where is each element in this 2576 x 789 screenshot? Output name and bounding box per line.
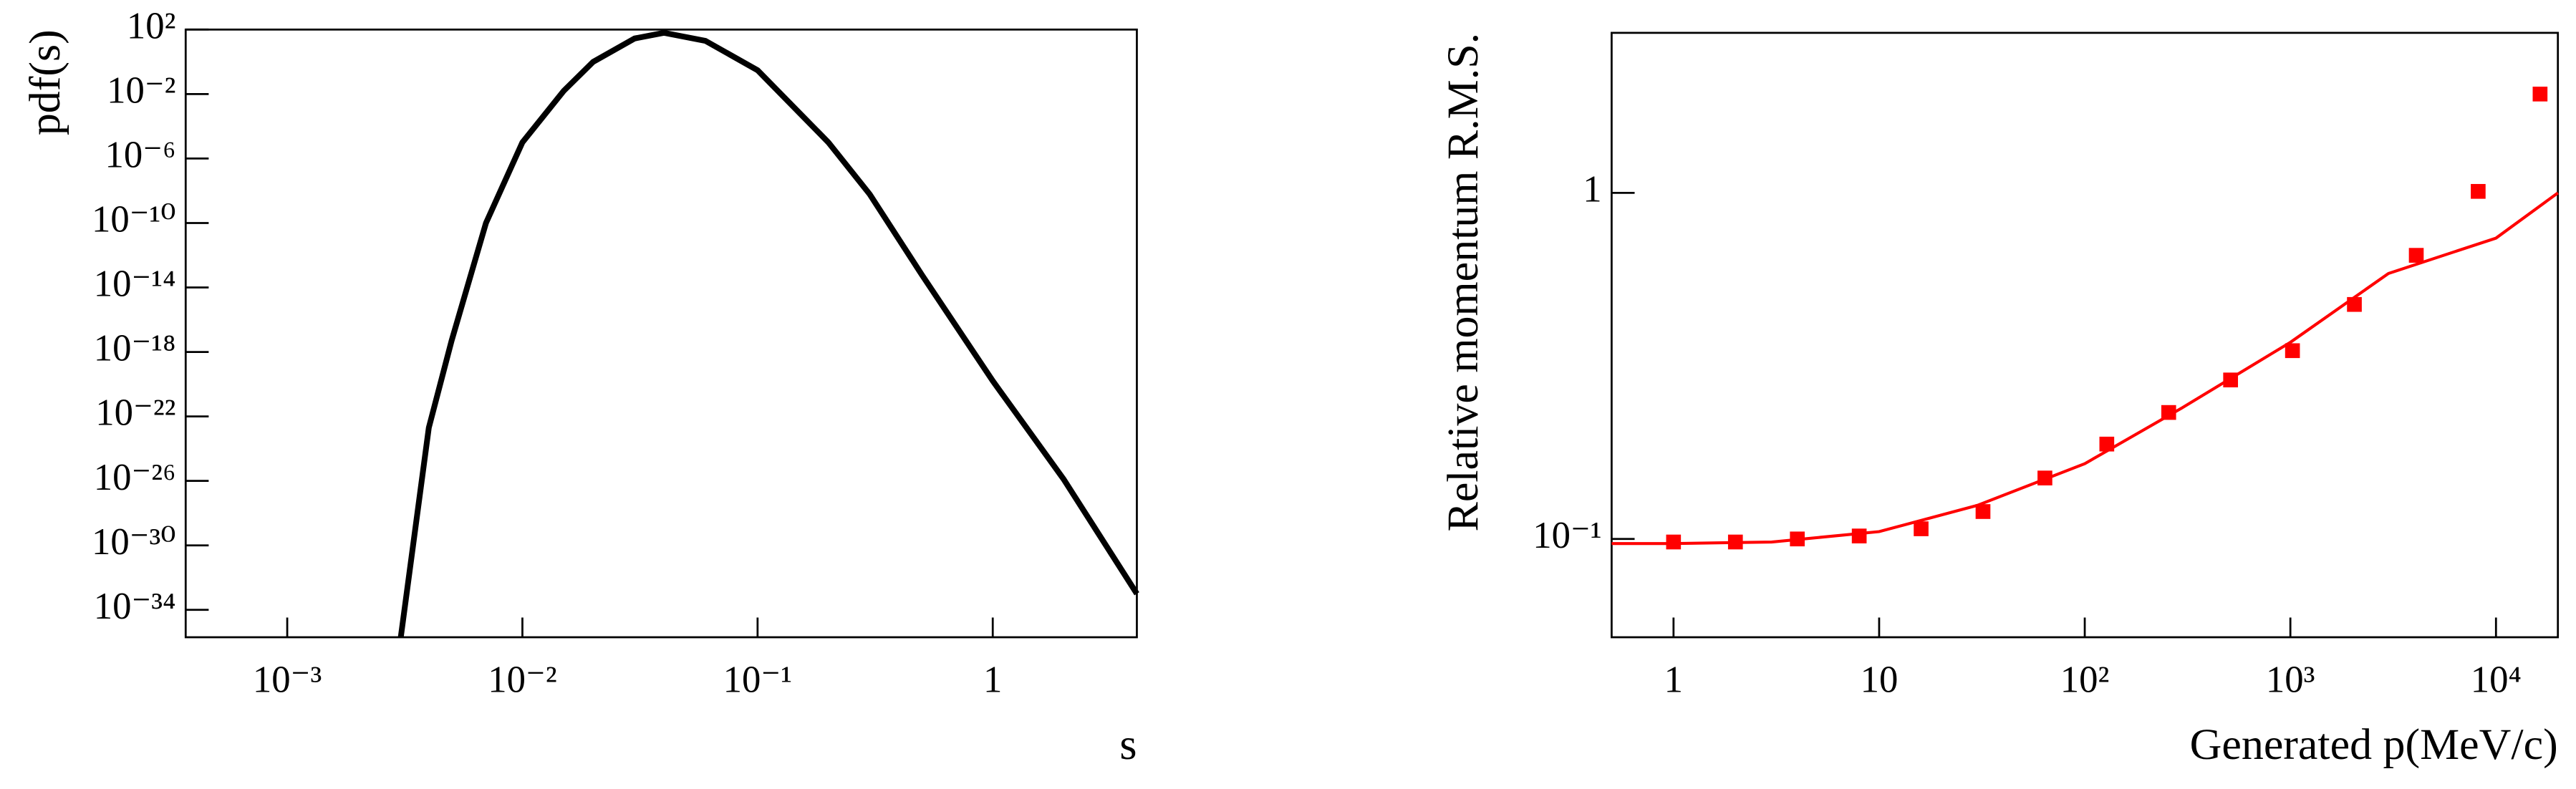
data-point: [1975, 504, 1991, 519]
x-tick-label: 10⁴: [2471, 659, 2522, 700]
y-tick-label: 10⁻¹⁴: [94, 263, 176, 305]
y-tick-label: 10⁻²²: [95, 392, 175, 434]
y-tick-label: 10⁻³⁴: [94, 586, 176, 627]
data-line: [397, 29, 1139, 638]
data-point: [1914, 521, 1929, 536]
y-tick-label: 10⁻¹⁰: [92, 199, 176, 241]
data-point: [1666, 534, 1682, 550]
data-point: [1851, 528, 1867, 543]
y-tick-label: 10⁻²⁶: [94, 457, 176, 498]
x-tick-label: 10⁻²: [488, 659, 556, 700]
x-tick-label: 1: [1664, 659, 1683, 700]
data-point: [2285, 343, 2300, 359]
y-axis-title: pdf(s): [21, 29, 69, 135]
y-tick-label: 10⁻³⁰: [92, 521, 176, 563]
x-tick-label: 10²: [2060, 659, 2110, 700]
x-tick-label: 1: [983, 659, 1002, 700]
plot-frame: [184, 28, 1138, 639]
y-tick-label: 10⁻¹⁸: [94, 328, 176, 369]
data-point: [2532, 87, 2548, 102]
y-tick-label: 1: [1583, 168, 1601, 210]
y-tick-label: 10⁻²: [107, 69, 175, 111]
x-tick-label: 10³: [2266, 659, 2315, 700]
data-line: [1611, 191, 2559, 546]
data-point: [2408, 248, 2424, 263]
x-axis-title: s: [1119, 720, 1137, 769]
y-tick-label: 10⁻⁶: [105, 135, 176, 176]
x-tick-label: 10: [1861, 659, 1899, 700]
x-tick-label: 10⁻³: [253, 659, 322, 700]
data-point: [2471, 183, 2486, 199]
y-tick-label: 10⁻¹: [1533, 515, 1601, 556]
x-tick-label: 10⁻¹: [723, 659, 792, 700]
plot-frame: [1611, 32, 2560, 639]
x-axis-title: Generated p(MeV/c): [2190, 720, 2558, 769]
y-tick-label: 10²: [127, 5, 176, 47]
y-axis-title: Relative momentum R.M.S.: [1439, 33, 1487, 532]
